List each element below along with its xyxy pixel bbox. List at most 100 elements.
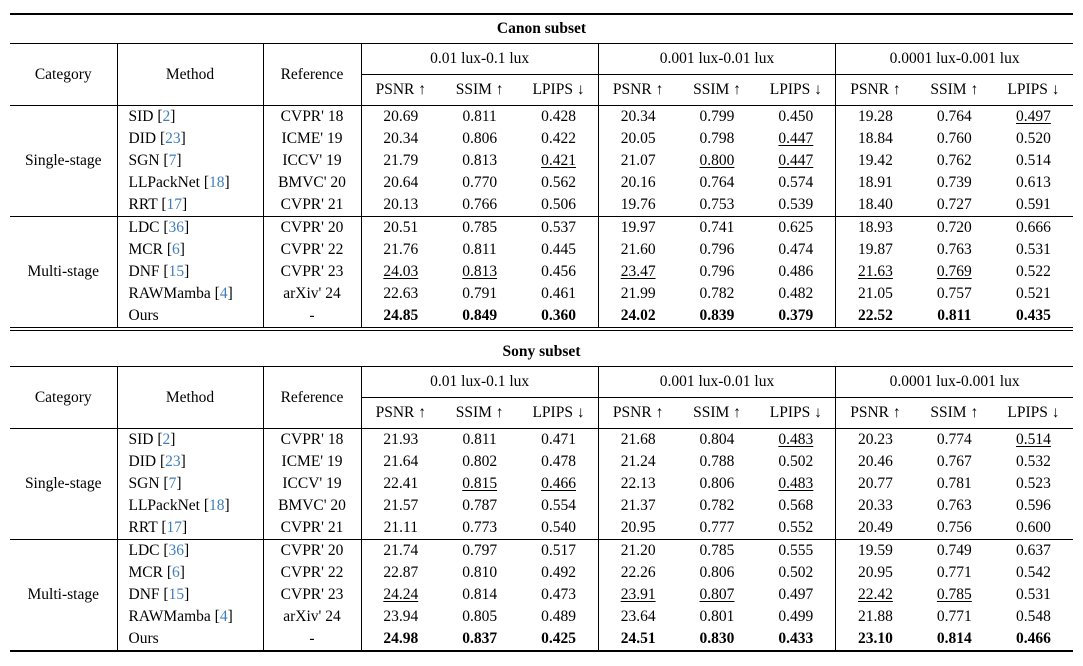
citation-link[interactable]: 18 bbox=[209, 497, 225, 514]
citation-link[interactable]: 6 bbox=[172, 241, 180, 258]
table-row: RRT [17] CVPR' 21 21.11 0.773 0.540 20.95 0.77… bbox=[10, 517, 1073, 540]
metric-value: 0.771 bbox=[936, 564, 972, 581]
metric-header: PSNR ↑ bbox=[597, 397, 678, 429]
metric-value: 18.93 bbox=[835, 216, 915, 239]
metric-value: 0.555 bbox=[756, 539, 836, 562]
citation-bracket-open: [ bbox=[163, 219, 169, 236]
citation-link[interactable]: 36 bbox=[168, 219, 185, 236]
metric-value: 0.806 bbox=[699, 564, 735, 581]
col-header-category: Category bbox=[10, 366, 117, 429]
metric-value: 0.781 bbox=[936, 475, 972, 492]
citation-bracket-open: [ bbox=[163, 263, 169, 280]
method-cell: SID [2] bbox=[116, 105, 263, 128]
metric-value: 24.02 bbox=[597, 305, 678, 329]
method-name: RAWMamba bbox=[128, 285, 211, 302]
metric-value: 0.522 bbox=[1016, 263, 1051, 280]
citation: [6] bbox=[167, 241, 185, 258]
method-cell: MCR [6] bbox=[116, 239, 263, 261]
citation-link[interactable]: 23 bbox=[165, 453, 181, 470]
metric-value: 21.99 bbox=[597, 283, 678, 305]
reference-cell: BMVC' 20 bbox=[262, 172, 361, 194]
table-row: MCR [6] CVPR' 22 22.87 0.810 0.492 22.26 0.806… bbox=[10, 562, 1073, 584]
reference-cell: CVPR' 22 bbox=[262, 239, 361, 261]
metric-value: 0.625 bbox=[756, 216, 836, 239]
reference-cell: CVPR' 18 bbox=[262, 105, 361, 128]
table-row: Multi-stage LDC [36] CVPR' 20 21.74 0.797 0.5… bbox=[10, 539, 1073, 651]
citation-link[interactable]: 4 bbox=[219, 608, 228, 625]
metric-value: 21.20 bbox=[597, 539, 678, 562]
method-name: MCR bbox=[128, 241, 163, 258]
method-cell: DID [23] bbox=[116, 451, 263, 473]
citation-link[interactable]: 15 bbox=[168, 586, 185, 603]
metric-header: SSIM ↑ bbox=[914, 74, 994, 106]
metric-header: PSNR ↑ bbox=[360, 397, 441, 429]
metric-value: 21.05 bbox=[835, 283, 915, 305]
table-row: SGN [7] ICCV' 19 21.79 0.813 0.421 21.07 0.800… bbox=[10, 150, 1073, 172]
citation-bracket-open: [ bbox=[161, 196, 167, 213]
metric-header: LPIPS ↓ bbox=[519, 397, 599, 429]
metric-value: 19.87 bbox=[835, 239, 915, 261]
metric-header: PSNR ↑ bbox=[360, 74, 441, 106]
metric-header: LPIPS ↓ bbox=[519, 74, 599, 106]
category-cell: Multi-stage bbox=[10, 539, 117, 651]
metric-value: 23.64 bbox=[597, 606, 678, 628]
metric-value: 22.26 bbox=[597, 562, 678, 584]
table-row: Single-stage SID [2] CVPR' 18 20.69 0.811 0.4… bbox=[10, 105, 1073, 217]
method-cell: Ours bbox=[116, 628, 263, 651]
metric-value: 0.769 bbox=[936, 263, 972, 280]
method-cell: Ours bbox=[116, 305, 263, 329]
metric-value: 0.814 bbox=[462, 586, 498, 603]
metric-value: 21.74 bbox=[360, 539, 441, 562]
method-name: SID bbox=[128, 108, 154, 125]
reference-cell: CVPR' 23 bbox=[262, 261, 361, 283]
metric-value: 0.422 bbox=[541, 130, 576, 147]
citation-link[interactable]: 23 bbox=[165, 130, 181, 147]
sony-results-table: Sony subset Category Method Reference 0.01 l… bbox=[10, 338, 1073, 652]
citation-bracket-close: ] bbox=[176, 152, 182, 169]
citation-link[interactable]: 36 bbox=[168, 542, 185, 559]
metric-value: 19.28 bbox=[835, 105, 915, 128]
metric-value: 0.771 bbox=[936, 608, 972, 625]
citation-bracket-open: [ bbox=[166, 241, 173, 258]
citation-link[interactable]: 7 bbox=[168, 475, 177, 492]
reference-cell: - bbox=[262, 305, 361, 329]
citation: [23] bbox=[160, 453, 186, 470]
citation-link[interactable]: 17 bbox=[166, 196, 182, 213]
metric-value: 20.33 bbox=[835, 495, 915, 517]
method-name: SGN bbox=[128, 152, 160, 169]
citation-bracket-open: [ bbox=[163, 152, 169, 169]
citation-link[interactable]: 4 bbox=[219, 285, 228, 302]
metric-value: 0.474 bbox=[778, 241, 814, 258]
table-row: LLPackNet [18] BMVC' 20 20.64 0.770 0.562 20.… bbox=[10, 172, 1073, 194]
citation-link[interactable]: 15 bbox=[168, 263, 185, 280]
citation: [4] bbox=[215, 285, 233, 302]
metric-value: 0.537 bbox=[519, 216, 599, 239]
metric-value: 20.34 bbox=[360, 128, 441, 150]
metric-header: LPIPS ↓ bbox=[993, 397, 1073, 429]
citation-link[interactable]: 2 bbox=[162, 431, 171, 448]
citation-bracket-close: ] bbox=[179, 564, 185, 581]
metric-value: 19.42 bbox=[835, 150, 915, 172]
citation-link[interactable]: 6 bbox=[172, 564, 180, 581]
canon-results-table: Canon subset Category Method Reference 0.01 … bbox=[10, 13, 1073, 331]
metric-value: 0.531 bbox=[1016, 586, 1051, 603]
metric-value: 19.97 bbox=[597, 216, 678, 239]
metric-value: 0.785 bbox=[440, 216, 520, 239]
metric-value: 0.796 bbox=[699, 263, 735, 280]
category-cell: Single-stage bbox=[10, 428, 117, 540]
metric-value: 18.84 bbox=[835, 128, 915, 150]
citation-link[interactable]: 18 bbox=[209, 174, 225, 191]
citation-link[interactable]: 17 bbox=[166, 519, 182, 536]
metric-value: 0.360 bbox=[541, 307, 576, 324]
metric-value: 0.450 bbox=[756, 105, 836, 128]
metric-value: 0.813 bbox=[462, 152, 498, 169]
reference-cell: ICCV' 19 bbox=[262, 150, 361, 172]
metric-value: 23.91 bbox=[597, 584, 678, 606]
citation-bracket-close: ] bbox=[181, 196, 188, 213]
metric-header: SSIM ↑ bbox=[677, 74, 757, 106]
citation: [18] bbox=[204, 497, 230, 514]
citation-link[interactable]: 2 bbox=[162, 108, 171, 125]
metric-value: 0.804 bbox=[677, 428, 757, 451]
metric-value: 0.520 bbox=[1016, 130, 1051, 147]
citation-link[interactable]: 7 bbox=[168, 152, 177, 169]
